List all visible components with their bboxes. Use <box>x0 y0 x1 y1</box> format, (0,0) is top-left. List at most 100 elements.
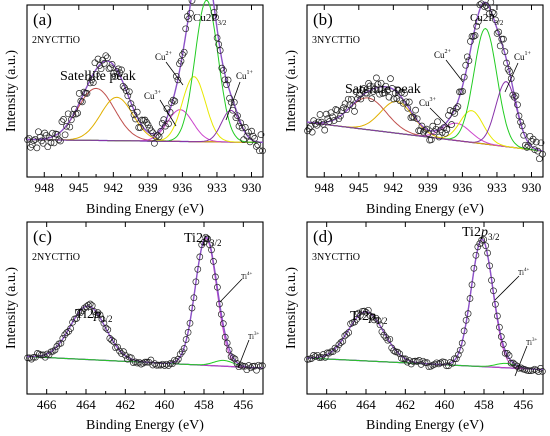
data-point <box>304 127 311 135</box>
data-point <box>357 95 365 103</box>
data-point <box>28 355 35 363</box>
data-point <box>377 79 385 87</box>
data-point <box>176 350 184 358</box>
data-point <box>167 360 174 367</box>
data-point <box>316 111 324 118</box>
arrow-cu2plus <box>165 61 184 86</box>
data-point <box>108 336 116 344</box>
data-point <box>503 350 511 357</box>
data-point <box>449 359 456 367</box>
data-point <box>515 112 523 120</box>
data-point <box>499 341 507 348</box>
data-point <box>53 131 61 138</box>
data-point <box>533 366 540 374</box>
data-point <box>331 344 339 352</box>
x-tick-label: 939 <box>138 180 158 195</box>
data-point <box>501 349 509 357</box>
annotation-cu3plus: Cu3+ <box>419 97 437 108</box>
x-tick-label: 456 <box>514 397 534 412</box>
x-tick-label: 933 <box>487 180 507 195</box>
data-point <box>35 128 42 136</box>
data-point <box>424 130 432 137</box>
data-point <box>172 357 180 365</box>
x-tick-label: 930 <box>522 180 542 195</box>
data-point <box>468 281 476 289</box>
component-peak-4 <box>306 110 544 152</box>
data-point <box>187 9 194 17</box>
arrow-ti3plus <box>514 345 528 377</box>
data-point <box>462 316 470 324</box>
panel-d: 466 464 462 460 458 456 (d) 3NYCTTiO Ti2p1/2 … <box>284 221 546 433</box>
data-point <box>125 88 133 96</box>
annotation-ti2p32: Ti2p3/2 <box>462 225 499 242</box>
data-point <box>127 354 135 362</box>
data-point <box>92 311 100 319</box>
data-point <box>161 362 168 369</box>
data-point <box>248 127 255 135</box>
data-point <box>31 135 39 143</box>
data-point <box>97 65 105 73</box>
data-point <box>120 348 127 355</box>
x-tick-label: 948 <box>35 180 55 195</box>
x-axis-label: Binding Energy (eV) <box>86 202 204 217</box>
data-point <box>51 346 59 354</box>
arrow-cu1plus <box>225 81 241 121</box>
data-point <box>259 362 266 369</box>
x-tick-label: 466 <box>37 397 57 412</box>
data-point <box>50 139 58 147</box>
x-tick-label: 942 <box>104 180 124 195</box>
data-point <box>66 123 74 131</box>
data-point <box>93 70 100 78</box>
data-point <box>114 343 121 351</box>
data-point <box>44 143 52 151</box>
data-point <box>63 329 71 336</box>
data-point <box>504 65 512 73</box>
data-point <box>354 95 361 102</box>
data-point <box>116 347 123 355</box>
data-point <box>221 333 229 341</box>
data-point <box>451 355 458 363</box>
data-point <box>470 264 478 272</box>
data-point <box>94 309 102 316</box>
data-point <box>407 114 415 121</box>
data-point <box>194 265 202 273</box>
data-point <box>496 323 503 331</box>
data-point <box>321 126 329 134</box>
data-point <box>347 95 355 103</box>
x-tick-label: 936 <box>173 180 193 195</box>
data-point <box>510 93 518 101</box>
data-point <box>322 110 330 118</box>
data-point <box>493 30 501 37</box>
data-point <box>224 76 232 84</box>
data-point <box>370 316 378 324</box>
data-point <box>217 310 225 318</box>
data-point <box>329 348 337 355</box>
data-point <box>226 94 233 102</box>
data-point <box>151 139 158 147</box>
data-point <box>198 241 206 249</box>
data-point <box>466 295 474 302</box>
sample-label: 3NYCTTiO <box>312 252 360 263</box>
data-point <box>315 118 322 126</box>
x-tick-label: 930 <box>242 180 262 195</box>
data-point <box>537 139 545 147</box>
data-point <box>165 362 172 369</box>
data-point <box>144 121 152 129</box>
data-point <box>90 308 98 315</box>
data-point <box>505 352 513 359</box>
data-point <box>372 314 380 322</box>
x-tick-label: 462 <box>396 397 416 412</box>
data-point <box>210 258 217 265</box>
data-point <box>482 2 490 9</box>
data-point <box>517 118 524 126</box>
plot-frame <box>26 4 264 178</box>
data-point <box>169 96 177 104</box>
annotation-ti2p32: Ti2p3/2 <box>184 231 221 248</box>
data-point <box>421 359 429 366</box>
annotation-ti3plus: Ti3+ <box>526 338 537 347</box>
arrow-cu3plus <box>429 107 451 129</box>
data-point <box>152 133 160 141</box>
data-point <box>452 105 460 112</box>
data-point <box>374 80 382 88</box>
